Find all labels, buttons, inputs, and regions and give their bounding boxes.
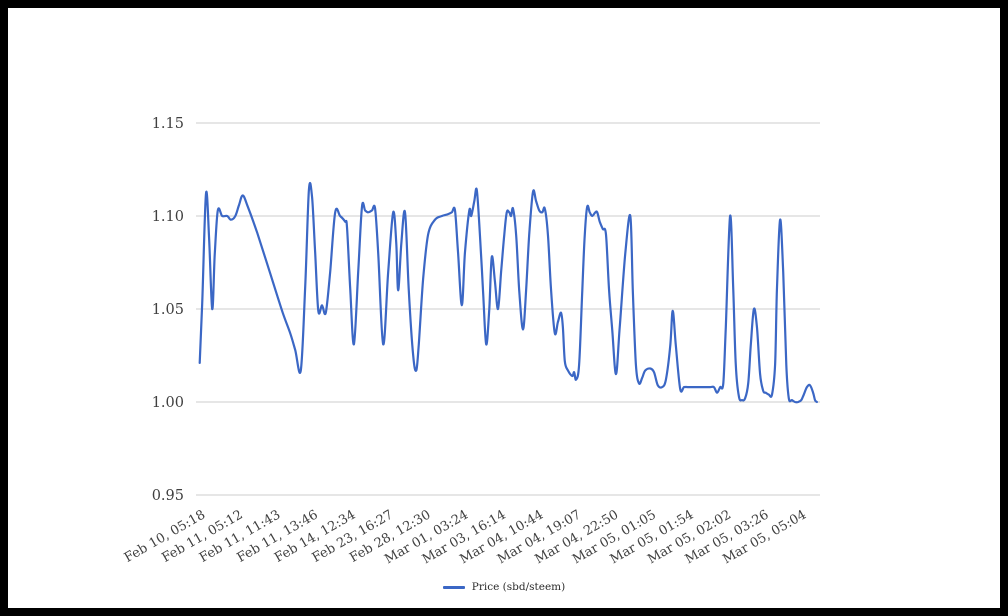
legend-line-swatch xyxy=(442,585,465,589)
y-axis-label: 0.95 xyxy=(152,488,184,504)
y-axis-label: 1.15 xyxy=(152,116,184,132)
chart-legend: Price (sbd/steem) xyxy=(0,581,1008,593)
y-axis-label: 1.10 xyxy=(152,209,184,225)
y-axis-label: 1.05 xyxy=(152,302,184,318)
legend-label: Price (sbd/steem) xyxy=(471,581,566,593)
price-line[interactable] xyxy=(198,181,818,404)
y-axis-label: 1.00 xyxy=(152,395,184,411)
